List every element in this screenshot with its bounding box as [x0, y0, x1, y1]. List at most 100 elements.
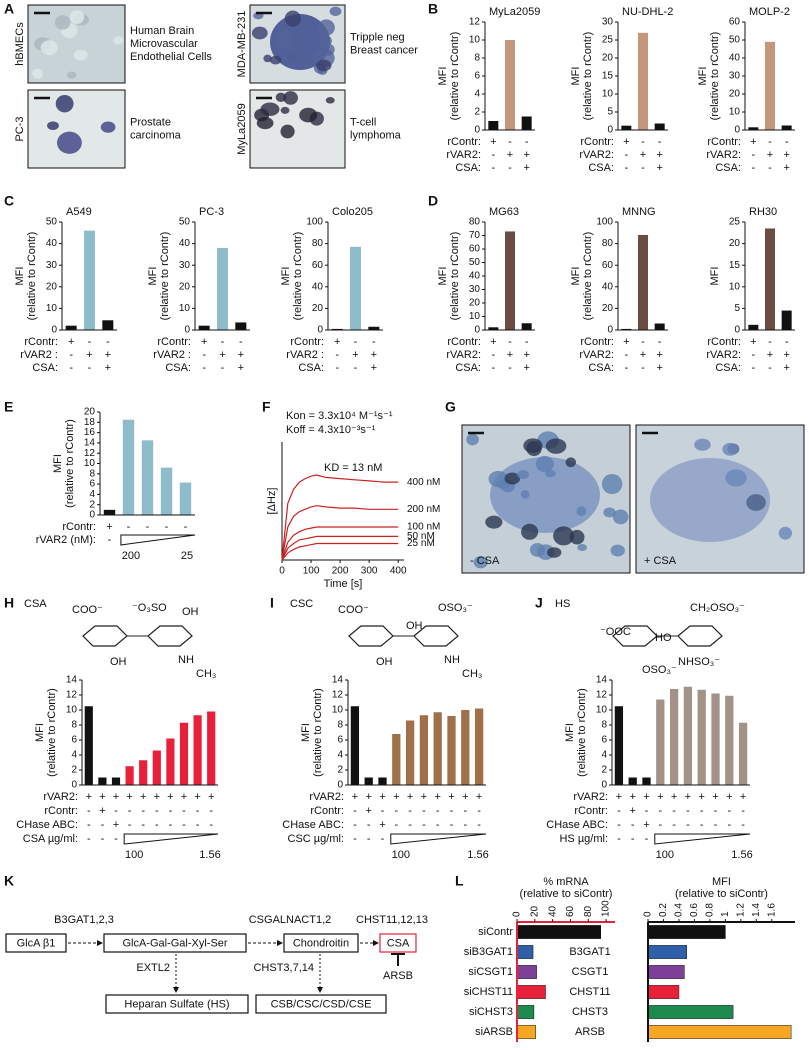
range-label: 100: [392, 849, 410, 861]
y-tick-label: 10: [84, 458, 96, 469]
row-mark: +: [462, 791, 468, 803]
pathway-node: [379, 933, 417, 953]
y-tick-label: 12: [84, 448, 96, 459]
row-mark: +: [523, 349, 529, 361]
row-mark: +: [68, 336, 74, 348]
bar: [647, 925, 726, 939]
bar: [711, 693, 720, 785]
bar: [419, 715, 429, 785]
y-tick-label: 80: [312, 238, 324, 249]
row-label: rContr:: [44, 805, 78, 817]
y-axis-label: (relative to rContr): [449, 232, 461, 321]
row-mark: -: [751, 149, 755, 161]
y-tick-label: 60: [469, 244, 481, 255]
row-mark: -: [741, 819, 745, 831]
cell: [576, 506, 587, 517]
cell: [466, 433, 479, 446]
row-label: rVAR2:: [573, 791, 608, 803]
y-axis-label: (relative to rContr): [26, 232, 38, 321]
y-tick-label: 20: [729, 238, 741, 249]
y-tick-label: 0: [474, 125, 480, 136]
cell: [722, 442, 739, 456]
row-mark: +: [490, 136, 496, 148]
node-label: CSB/CSC/CSD/CSE: [271, 998, 372, 1010]
bar: [461, 710, 470, 785]
panel-label: K: [4, 873, 14, 889]
row-mark: -: [525, 136, 529, 148]
bar: [364, 777, 373, 785]
cell: [521, 523, 539, 540]
row-mark: -: [672, 819, 676, 831]
row-mark: -: [641, 136, 645, 148]
row-mark: -: [202, 362, 206, 374]
row-label: CSA:: [455, 162, 481, 174]
row-mark: -: [165, 521, 169, 533]
enzyme-label: EXTL2: [136, 962, 170, 974]
row-mark: -: [381, 805, 385, 817]
bar: [392, 734, 401, 785]
bar: [111, 777, 121, 785]
row-mark: -: [169, 819, 173, 831]
row-mark: -: [436, 805, 440, 817]
structure-label: NHSO₃⁻: [678, 656, 720, 668]
row-mark: +: [490, 336, 496, 348]
y-tick-label: 12: [332, 690, 344, 701]
y-tick-label: 8: [337, 720, 343, 731]
row-label: rContr:: [447, 336, 481, 348]
y-tick-label: 15: [602, 71, 614, 82]
y-tick-label: 50: [179, 217, 191, 228]
y-tick-label: 30: [469, 284, 481, 295]
row-mark: -: [408, 805, 412, 817]
y-tick-label: 30: [729, 71, 741, 82]
y-tick-label: 60: [729, 17, 741, 28]
y-tick-label: 6: [71, 735, 77, 746]
y-tick-label: 6: [337, 735, 343, 746]
y-tick-label: 20: [469, 298, 481, 309]
cell: [260, 102, 280, 116]
row-mark: -: [155, 805, 159, 817]
x-tick-label: 1.4: [751, 903, 762, 917]
bar: [152, 750, 161, 785]
x-tick-label: 1.2: [735, 903, 746, 917]
enzyme-label: B3GAT1,2,3: [54, 914, 114, 926]
cell: [325, 96, 335, 104]
y-axis-label: (relative to rContr): [159, 232, 171, 321]
structure-label: OH: [182, 606, 199, 618]
bar: [516, 945, 534, 959]
y-tick-label: 0: [607, 325, 613, 336]
panel-label: A: [4, 1, 14, 17]
row-mark: +: [740, 791, 746, 803]
row-label: CSA:: [588, 162, 614, 174]
row-mark: -: [353, 819, 357, 831]
cell: [529, 542, 545, 557]
row-mark: -: [491, 349, 495, 361]
row-mark: +: [783, 162, 789, 174]
y-tick-label: 40: [729, 53, 741, 64]
y-tick-label: 10: [729, 281, 741, 292]
cell: [725, 469, 747, 487]
y-tick-label: 20: [602, 53, 614, 64]
bar: [217, 247, 228, 330]
row-mark: -: [128, 805, 132, 817]
y-tick-label: 10: [596, 705, 608, 716]
y-axis-label: MFI: [147, 267, 159, 286]
bar: [378, 777, 387, 785]
row-mark: -: [785, 336, 789, 348]
bar: [654, 123, 665, 130]
chart-title: MNNG: [622, 206, 656, 218]
row-mark: -: [169, 805, 173, 817]
structure-label: CH₂OSO₃⁻: [690, 602, 745, 614]
row-mark: -: [87, 805, 91, 817]
bar: [198, 325, 210, 330]
y-tick-label: 6: [601, 735, 607, 746]
category-label: CSGT1: [572, 966, 609, 978]
y-tick-label: 4: [89, 489, 95, 500]
x-tick-label: 100: [601, 900, 612, 917]
y-tick-label: 10: [332, 705, 344, 716]
cell: [523, 438, 543, 454]
y-axis-label: (relative to rContr): [709, 32, 721, 121]
row-mark: -: [686, 805, 690, 817]
y-axis-label: MFI: [34, 723, 46, 742]
chart-title: A549: [66, 206, 92, 218]
row-label: CHase ABC:: [546, 819, 608, 831]
